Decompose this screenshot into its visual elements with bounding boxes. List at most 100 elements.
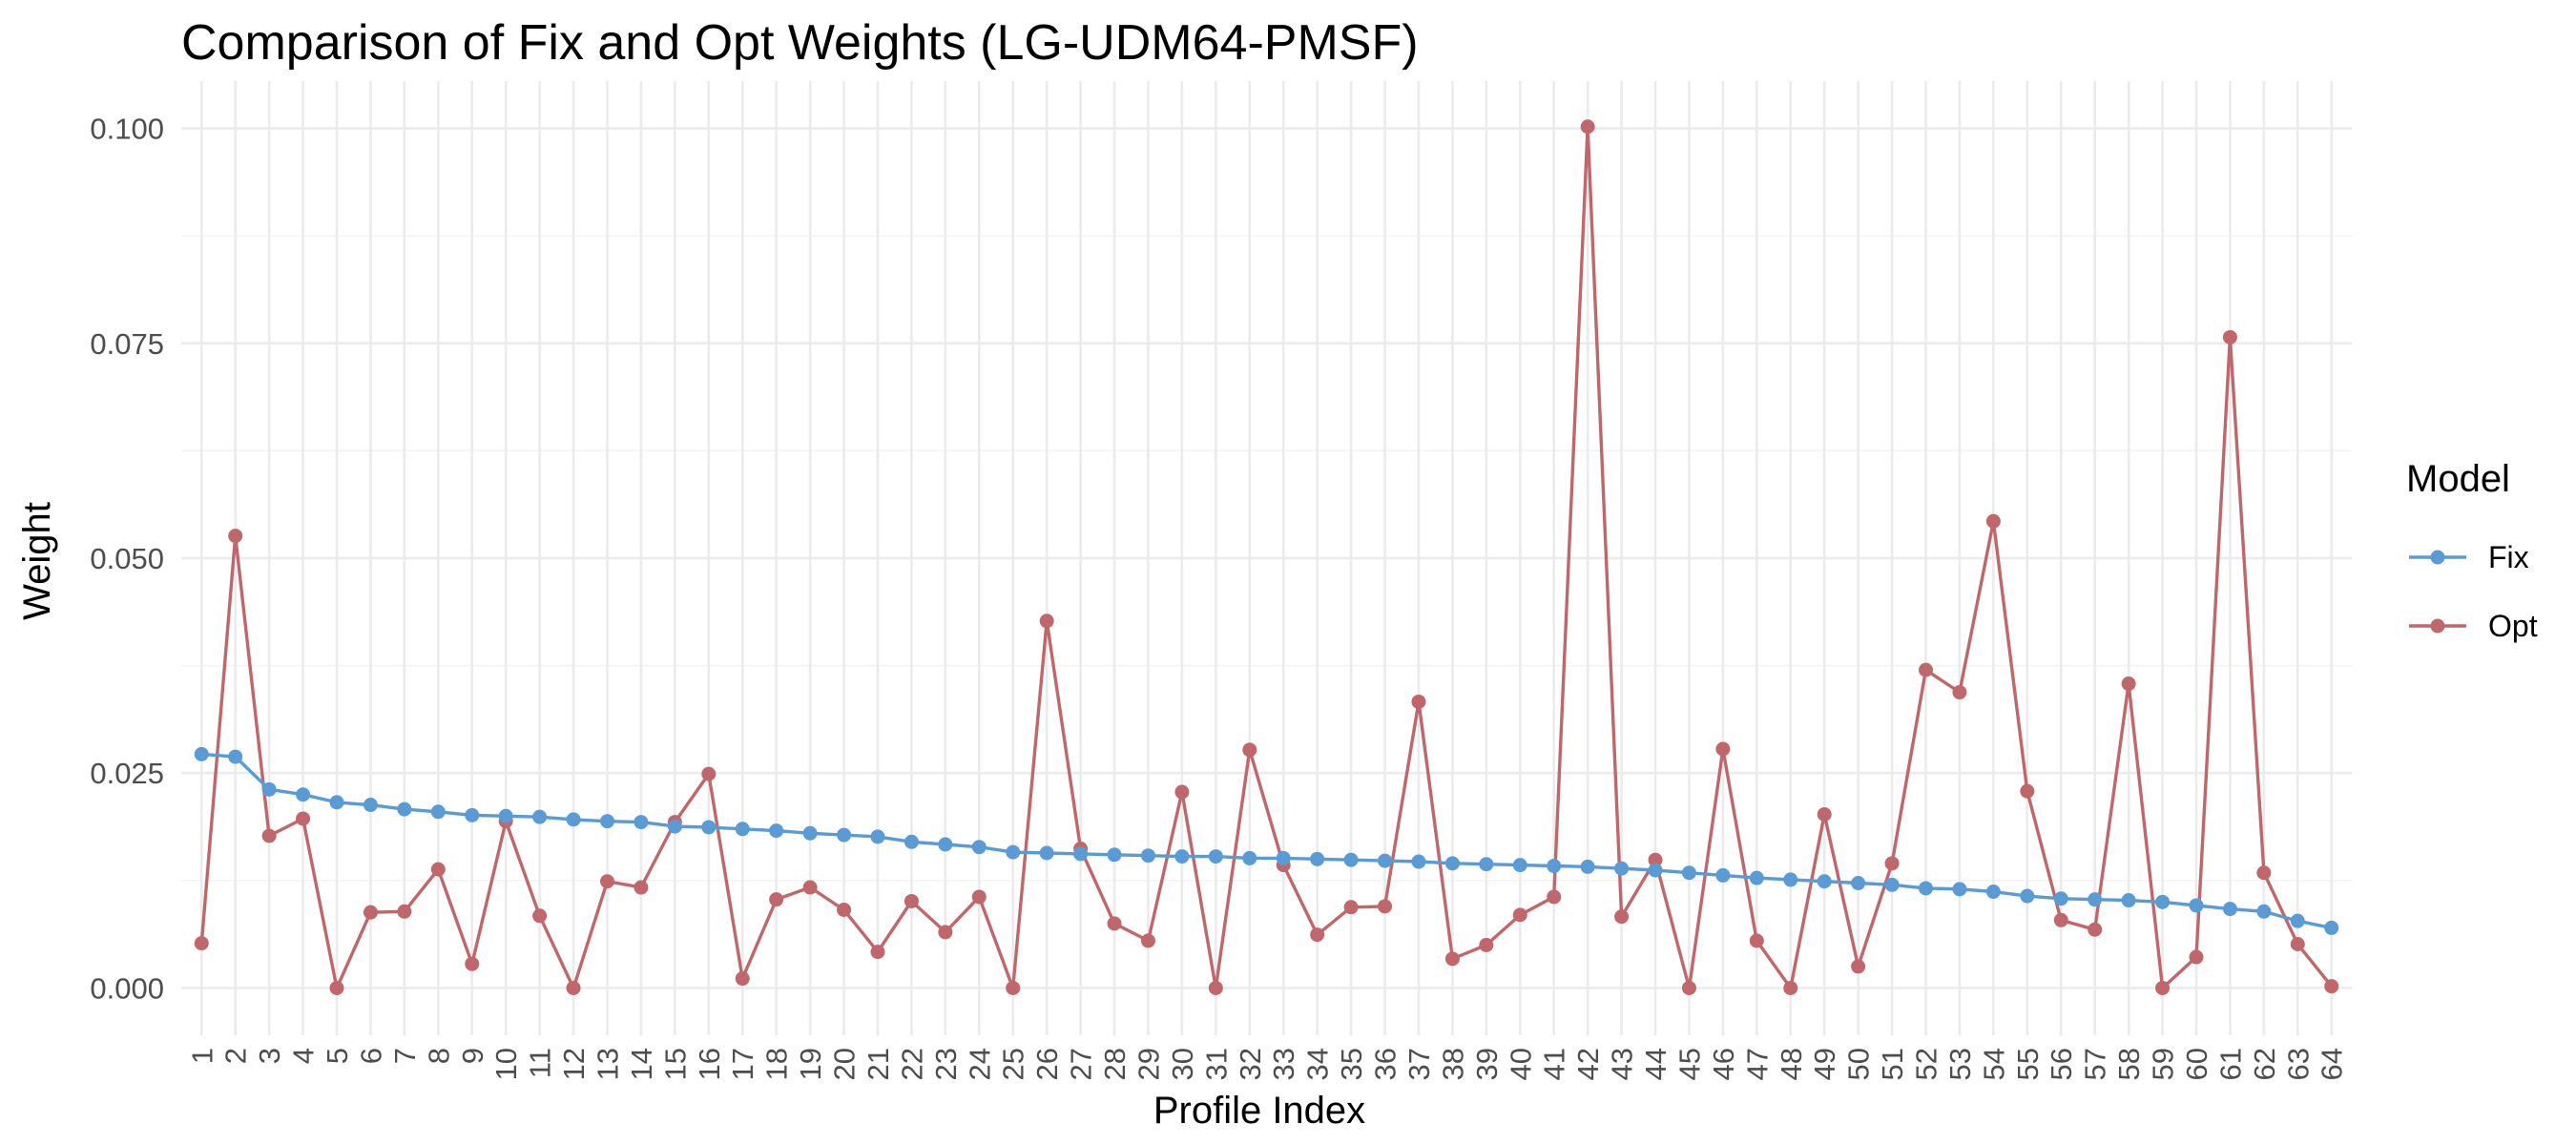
legend: Model Fix Opt (2406, 458, 2538, 643)
data-point-opt (634, 880, 649, 895)
series-points (194, 119, 2339, 995)
data-point-opt (1547, 889, 1562, 905)
data-point-opt (802, 880, 818, 895)
x-tick-label: 2 (219, 1048, 253, 1064)
chart-title: Comparison of Fix and Opt Weights (LG-UD… (181, 15, 1419, 71)
data-point-opt (2020, 783, 2035, 799)
x-tick-label: 30 (1166, 1048, 1199, 1080)
x-tick-label: 57 (2079, 1048, 2112, 1080)
data-point-fix (634, 815, 649, 830)
data-point-fix (1547, 859, 1562, 874)
data-point-opt (1411, 694, 1426, 709)
data-point-fix (2222, 902, 2237, 917)
data-point-fix (1817, 874, 1832, 889)
data-point-fix (2088, 892, 2103, 907)
series-lines (199, 124, 2334, 990)
data-point-fix (1276, 850, 1291, 865)
x-tick-label: 56 (2045, 1048, 2078, 1080)
x-tick-label: 51 (1876, 1048, 1909, 1080)
data-point-opt (430, 862, 446, 877)
data-point-fix (2155, 894, 2171, 909)
x-axis-tick-labels: 1 2 3 4 5 6 7 8 9 10 11 12 13 14 15 16 17 18 19 20 21 22 23 24 2… (185, 1048, 2348, 1080)
data-point-fix (1073, 846, 1089, 862)
data-point-fix (2020, 888, 2035, 904)
data-point-fix (397, 802, 412, 817)
data-point-fix (1919, 881, 1934, 896)
data-point-opt (1817, 806, 1832, 822)
data-point-fix (1715, 867, 1731, 883)
data-point-opt (1444, 951, 1460, 967)
data-point-opt (465, 956, 480, 971)
data-point-fix (1140, 848, 1155, 864)
x-tick-label: 17 (726, 1048, 759, 1080)
x-tick-label: 47 (1740, 1048, 1774, 1080)
data-point-fix (2324, 920, 2339, 935)
data-point-opt (1140, 933, 1155, 948)
data-point-opt (1107, 916, 1122, 931)
data-point-fix (1985, 885, 2001, 900)
x-tick-label: 29 (1132, 1048, 1165, 1080)
x-tick-label: 14 (625, 1048, 658, 1080)
x-tick-label: 36 (1369, 1048, 1402, 1080)
data-point-fix (1580, 859, 1595, 874)
data-point-opt (904, 893, 919, 908)
data-point-fix (870, 829, 885, 844)
x-tick-label: 19 (794, 1048, 827, 1080)
y-tick-label: 0.000 (90, 971, 164, 1005)
x-tick-label: 16 (693, 1048, 726, 1080)
data-point-fix (1783, 872, 1798, 887)
data-point-fix (465, 807, 480, 822)
x-tick-label: 35 (1335, 1048, 1368, 1080)
data-point-fix (667, 819, 682, 834)
y-axis-tick-labels: 0.000 0.025 0.050 0.075 0.100 (90, 113, 164, 1006)
legend-key-point (2430, 618, 2445, 634)
data-point-opt (837, 902, 852, 917)
data-point-fix (430, 804, 446, 820)
data-point-opt (2053, 912, 2068, 927)
legend-key-opt (2409, 618, 2466, 634)
data-point-fix (599, 814, 614, 829)
y-tick-label: 0.075 (90, 327, 164, 361)
x-tick-label: 60 (2180, 1048, 2213, 1080)
data-point-opt (1174, 784, 1190, 800)
x-tick-label: 37 (1402, 1048, 1436, 1080)
y-tick-label: 0.100 (90, 113, 164, 146)
x-tick-label: 33 (1267, 1048, 1300, 1080)
data-point-fix (261, 781, 277, 797)
data-point-opt (1343, 900, 1359, 915)
data-point-fix (1851, 876, 1866, 891)
data-point-fix (1006, 844, 1021, 860)
data-point-opt (363, 905, 378, 920)
x-tick-label: 54 (1977, 1048, 2010, 1080)
data-point-fix (2189, 898, 2204, 913)
series-line-opt (199, 124, 2334, 990)
data-point-opt (2189, 949, 2204, 965)
data-point-opt (1749, 933, 1764, 948)
data-point-opt (566, 980, 581, 995)
data-point-fix (532, 809, 548, 824)
data-point-fix (1479, 857, 1494, 872)
data-point-opt (1952, 685, 1967, 700)
y-axis-title: Weight (16, 502, 58, 620)
data-point-fix (1512, 858, 1527, 873)
x-tick-label: 8 (422, 1048, 455, 1064)
x-tick-label: 28 (1098, 1048, 1132, 1080)
x-tick-label: 12 (557, 1048, 591, 1080)
data-point-opt (2121, 677, 2136, 692)
data-point-opt (1512, 907, 1527, 923)
x-tick-label: 55 (2011, 1048, 2045, 1080)
x-tick-label: 5 (321, 1048, 354, 1064)
data-point-fix (228, 749, 243, 764)
data-point-fix (1107, 847, 1122, 863)
data-point-fix (2256, 904, 2272, 919)
data-point-opt (769, 892, 784, 907)
data-point-opt (1919, 662, 1934, 677)
data-point-fix (769, 823, 784, 839)
legend-key-fix (2409, 550, 2466, 565)
data-point-opt (938, 925, 953, 940)
x-tick-label: 22 (895, 1048, 928, 1080)
data-point-opt (2256, 865, 2272, 881)
data-point-fix (1174, 849, 1190, 864)
data-point-opt (261, 828, 277, 843)
